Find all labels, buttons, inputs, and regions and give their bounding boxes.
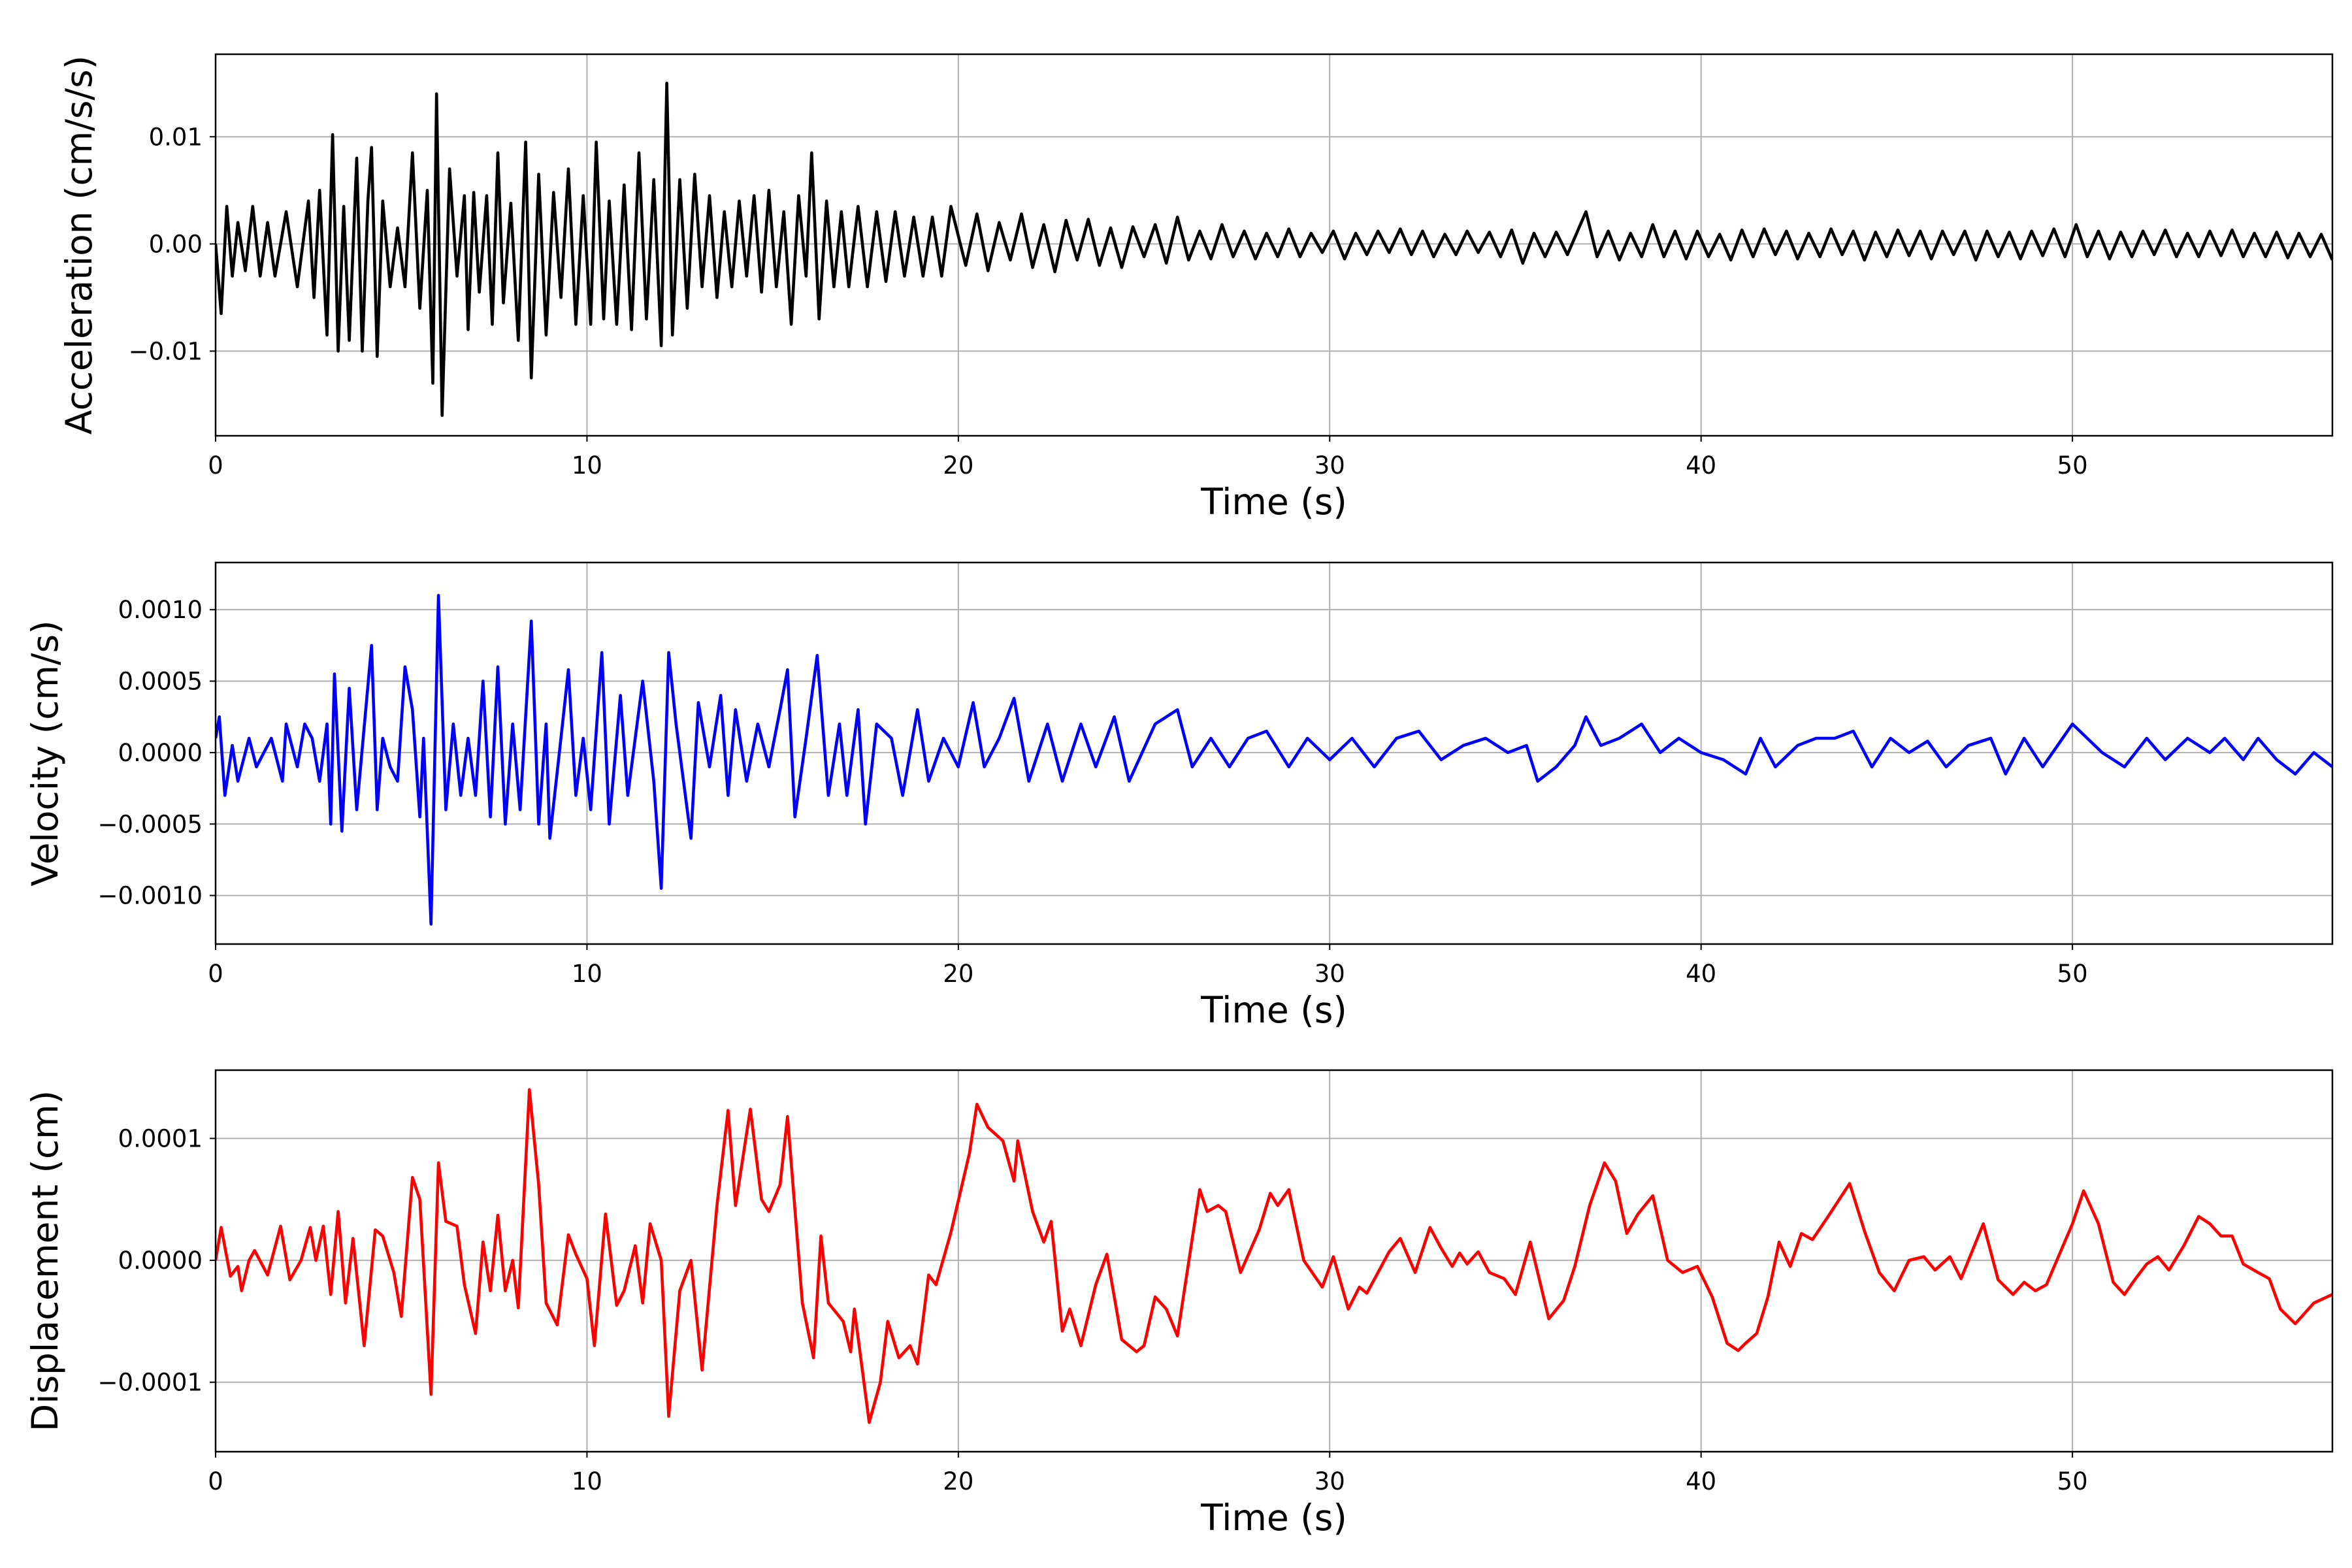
x-tick-label: 0 (208, 1467, 223, 1495)
y-tick-label: 0.00 (149, 230, 203, 258)
subplot-3: 0 10 20 30 40 50 −0.0001 0.0000 0.0001 Time (s) Di… (24, 1069, 2334, 1539)
x-axis-label: Time (s) (1200, 1497, 1347, 1539)
y-tick-label: 0.0010 (118, 596, 203, 624)
subplot-2: 0 10 20 30 40 50 −0.0010 −0.0005 0.0000 0.0005 0.0… (24, 561, 2334, 1031)
x-tick-label: 20 (943, 451, 973, 480)
y-tick-label: 0.0000 (118, 739, 203, 767)
x-tick-label: 20 (943, 960, 973, 988)
x-tick-label: 40 (1686, 451, 1716, 480)
series-line (216, 1088, 2332, 1424)
y-tick-label: 0.01 (149, 123, 203, 151)
axes-frame (214, 53, 2334, 437)
x-tick-label: 50 (2057, 1467, 2088, 1495)
y-tick-label: −0.0010 (98, 882, 203, 910)
y-tick-label: −0.0005 (98, 810, 203, 838)
series-line (216, 594, 2332, 926)
y-axis-label: Acceleration (cm/s/s) (58, 56, 100, 434)
x-axis-label: Time (s) (1200, 481, 1347, 523)
x-tick-label: 20 (943, 1467, 973, 1495)
y-tick-label: −0.01 (129, 337, 203, 365)
x-tick-label: 40 (1686, 1467, 1716, 1495)
x-axis-label: Time (s) (1200, 989, 1347, 1031)
y-tick-label: 0.0005 (118, 668, 203, 696)
x-tick-label: 30 (1315, 451, 1345, 480)
y-axis-label: Displacement (cm) (24, 1090, 66, 1431)
y-tick-label: 0.0001 (118, 1124, 203, 1152)
axes-frame (214, 1069, 2334, 1453)
x-tick-label: 30 (1315, 1467, 1345, 1495)
axes-frame (214, 561, 2334, 945)
y-tick-label: 0.0000 (118, 1247, 203, 1275)
y-tick-label: −0.0001 (98, 1369, 203, 1397)
subplot-1: 0 10 20 30 40 50 −0.01 0.00 0.01 Time (s) Accelera… (58, 53, 2334, 523)
x-tick-label: 40 (1686, 960, 1716, 988)
x-tick-label: 10 (572, 451, 602, 480)
series-line (216, 82, 2332, 417)
x-tick-label: 10 (572, 960, 602, 988)
x-tick-label: 30 (1315, 960, 1345, 988)
x-tick-label: 0 (208, 960, 223, 988)
x-tick-label: 0 (208, 451, 223, 480)
y-axis-label: Velocity (cm/s) (24, 620, 66, 886)
x-tick-label: 10 (572, 1467, 602, 1495)
x-tick-label: 50 (2057, 451, 2088, 480)
x-tick-label: 50 (2057, 960, 2088, 988)
